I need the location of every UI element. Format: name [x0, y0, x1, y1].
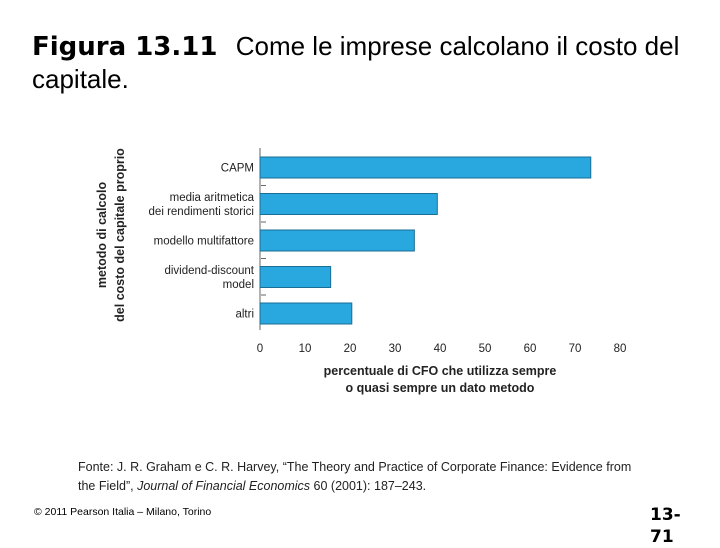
page-number-line2: 71: [650, 527, 674, 547]
copyright-notice: © 2011 Pearson Italia – Milano, Torino: [34, 506, 212, 518]
figure-caption: Come le imprese calcolano il costo del c…: [32, 31, 680, 94]
category-label-1-1: dei rendimenti storici: [149, 206, 254, 218]
x-axis-label-0: percentuale di CFO che utilizza sempre: [324, 364, 557, 378]
x-tick-label-4: 40: [434, 343, 447, 355]
source-prefix: Fonte: J. R. Graham e C. R. Harvey, “The…: [78, 460, 632, 493]
bar-3: [259, 266, 332, 288]
category-label-2-0: modello multifattore: [154, 236, 254, 248]
page-number: 13- 71: [650, 504, 681, 548]
x-tick-label-5: 50: [479, 343, 492, 355]
category-label-0-0: CAPM: [221, 163, 254, 175]
page-number-line1: 13-: [650, 505, 681, 525]
bar-4: [259, 302, 353, 325]
bar-0: [259, 156, 592, 179]
category-label-4-0: altri: [235, 309, 254, 321]
x-tick-label-1: 10: [299, 343, 312, 355]
slide-title: Figura 13.11 Come le imprese calcolano i…: [32, 30, 692, 96]
category-label-1-0: media aritmetica: [170, 192, 255, 204]
x-tick-label-6: 60: [524, 343, 537, 355]
x-tick-label-0: 0: [257, 343, 263, 355]
x-tick-label-7: 70: [569, 343, 582, 355]
figure-label: Figura 13.11: [32, 32, 218, 62]
y-axis-label-0: metodo di calcolo: [95, 182, 109, 289]
bar-chart: CAPM media aritmetica dei rendimenti stori…: [95, 148, 627, 395]
source-note: Fonte: J. R. Graham e C. R. Harvey, “The…: [78, 458, 638, 496]
bar-2: [259, 229, 415, 252]
category-label-3-0: dividend-discount: [164, 265, 254, 277]
y-axis-label-1: del costo del capitale proprio: [113, 148, 127, 322]
source-journal: Journal of Financial Economics: [137, 479, 311, 493]
bar-1: [259, 193, 438, 215]
x-tick-label-8: 80: [614, 343, 627, 355]
source-suffix: 60 (2001): 187–243.: [310, 479, 427, 493]
x-tick-label-2: 20: [344, 343, 357, 355]
category-label-3-1: model: [223, 279, 254, 291]
x-axis-label-1: o quasi sempre un dato metodo: [346, 381, 535, 395]
x-tick-label-3: 30: [389, 343, 402, 355]
